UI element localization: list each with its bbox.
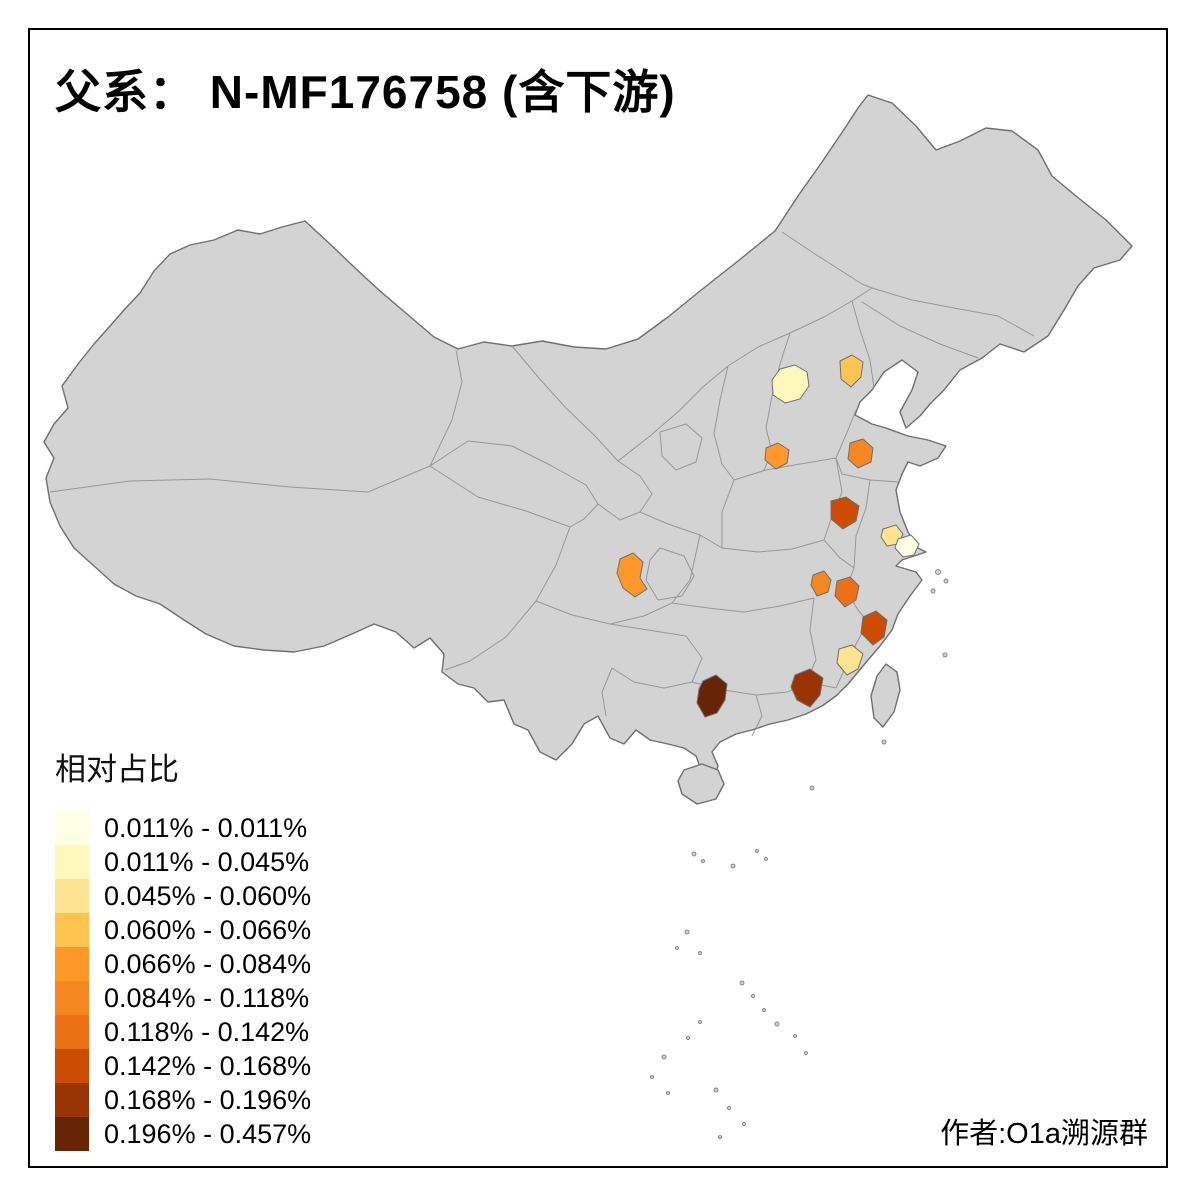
map-region-north-henan xyxy=(764,442,790,470)
legend-label: 0.045% - 0.060% xyxy=(104,880,312,911)
legend-label: 0.196% - 0.457% xyxy=(104,1118,312,1149)
legend-swatch xyxy=(55,1015,89,1049)
map-region-central-fujian xyxy=(836,644,864,676)
legend-row: 0.118% - 0.142% xyxy=(55,1015,311,1049)
legend-label: 0.142% - 0.168% xyxy=(104,1050,312,1081)
legend-row: 0.060% - 0.066% xyxy=(55,913,311,947)
legend-row: 0.045% - 0.060% xyxy=(55,879,311,913)
legend-swatch xyxy=(55,1083,89,1117)
legend-label: 0.168% - 0.196% xyxy=(104,1084,312,1115)
legend-label: 0.084% - 0.118% xyxy=(104,982,310,1013)
legend-swatch xyxy=(55,913,89,947)
hainan-island xyxy=(677,763,725,805)
legend-label: 0.060% - 0.066% xyxy=(104,914,312,945)
map-region-east-guangxi xyxy=(696,674,728,718)
highlighted-regions xyxy=(616,354,920,718)
map-region-shanghai-area xyxy=(894,534,920,558)
legend-row: 0.066% - 0.084% xyxy=(55,947,311,981)
legend-row: 0.084% - 0.118% xyxy=(55,981,311,1015)
author-credit: 作者:O1a溯源群 xyxy=(940,1118,1148,1150)
province-borders xyxy=(49,231,1035,737)
legend-label: 0.066% - 0.084% xyxy=(104,948,312,979)
legend-swatch xyxy=(55,947,89,981)
legend: 相对占比 0.011% - 0.011% 0.011% - 0.045% 0.045… xyxy=(55,744,311,1151)
legend-swatch xyxy=(55,1117,89,1151)
legend-swatch xyxy=(55,1049,89,1083)
legend-row: 0.196% - 0.457% xyxy=(55,1117,311,1151)
map-region-chongqing-area xyxy=(616,552,648,598)
legend-swatch xyxy=(55,845,89,879)
legend-swatch xyxy=(55,879,89,913)
legend-swatch xyxy=(55,981,89,1015)
map-region-beijing-area xyxy=(771,364,810,404)
legend-row: 0.011% - 0.045% xyxy=(55,845,311,879)
map-region-northeast-fujian xyxy=(860,610,888,646)
legend-label: 0.011% - 0.011% xyxy=(104,812,308,843)
legend-items: 0.011% - 0.011% 0.011% - 0.045% 0.045% - 0… xyxy=(55,811,311,1151)
map-region-east-hunan xyxy=(810,570,832,597)
legend-title: 相对占比 xyxy=(55,752,179,787)
legend-label: 0.011% - 0.045% xyxy=(104,846,310,877)
map-region-east-guangdong xyxy=(790,668,824,708)
map-region-central-shandong xyxy=(847,438,874,469)
legend-row: 0.168% - 0.196% xyxy=(55,1083,311,1117)
map-region-north-anhui xyxy=(830,496,860,530)
taiwan-island xyxy=(870,663,901,728)
legend-label: 0.118% - 0.142% xyxy=(104,1016,310,1047)
page-title: 父系： N-MF176758 (含下游) xyxy=(55,66,676,118)
map-region-northeast-jiangxi xyxy=(834,576,860,608)
legend-row: 0.142% - 0.168% xyxy=(55,1049,311,1083)
mainland-outline xyxy=(43,94,1133,779)
legend-swatch xyxy=(55,811,89,845)
small-islands xyxy=(650,569,949,1139)
map-region-tianjin-tangshan xyxy=(839,354,864,388)
legend-row: 0.011% - 0.011% xyxy=(55,811,311,845)
